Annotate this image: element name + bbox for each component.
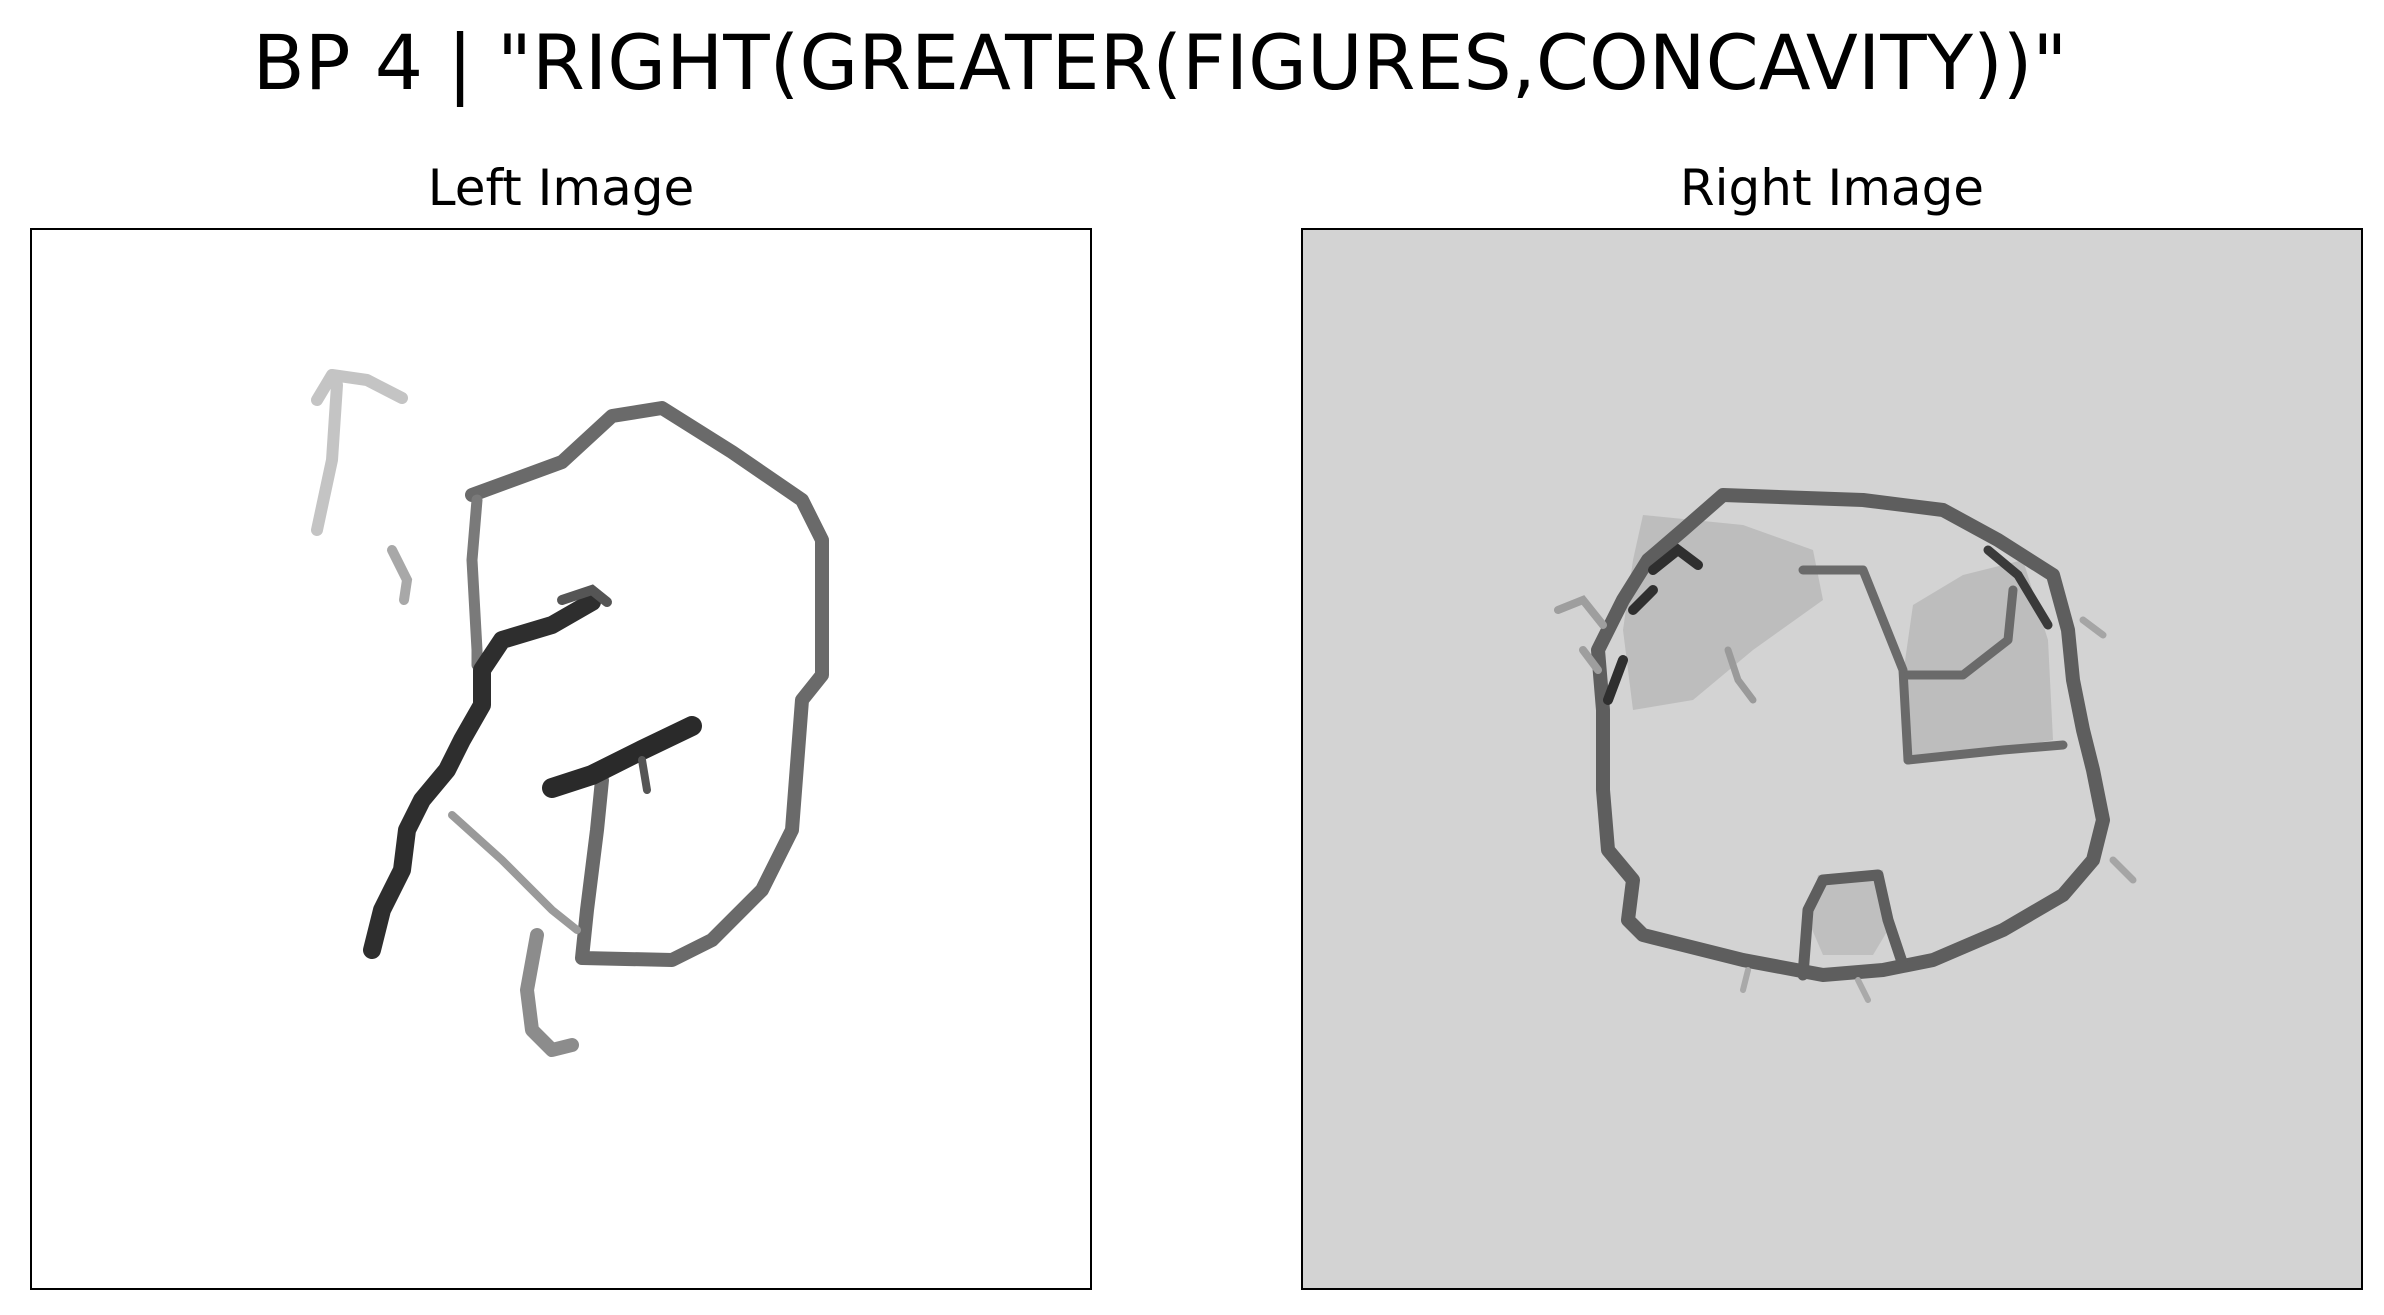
inner-tick: [638, 756, 651, 794]
fill-region-left: [1623, 515, 1823, 710]
right-image-title: Right Image: [1679, 159, 1985, 217]
internal-edge-right: [1903, 740, 2068, 765]
faint-dot: [387, 545, 413, 605]
figure-title: BP 4 | "RIGHT(GREATER(FIGURES,CONCAVITY)…: [252, 18, 2068, 107]
fill-region-bottom: [1808, 870, 1888, 955]
right-image-drawing: [1554, 488, 2137, 1003]
dark-zigzag: [363, 593, 601, 959]
speckle-left: [1554, 595, 1607, 674]
left-image-title: Left Image: [427, 159, 695, 217]
internal-vertical: [1903, 585, 2018, 680]
left-image-drawing: [311, 369, 829, 1057]
speckle-bottom: [1740, 967, 1871, 1003]
dark-accent-right: [1983, 545, 2053, 630]
bottom-bump: [1797, 869, 1909, 981]
left-image-panel: [30, 228, 1092, 1290]
thin-diagonal: [448, 811, 581, 934]
bottom-tail: [520, 928, 579, 1057]
dark-accent-left: [1603, 543, 1703, 705]
main-outline: [1591, 488, 2110, 982]
outline-left-edge: [466, 494, 483, 671]
right-image-panel: [1301, 228, 2363, 1290]
faint-scribble: [311, 369, 408, 536]
speckle-right: [2079, 616, 2137, 884]
zigzag-tick: [557, 584, 612, 607]
main-outline: [465, 401, 829, 967]
speckle-inner: [1724, 646, 1757, 704]
inner-dark-stroke: [542, 716, 702, 798]
internal-diagonal: [1798, 565, 1913, 765]
